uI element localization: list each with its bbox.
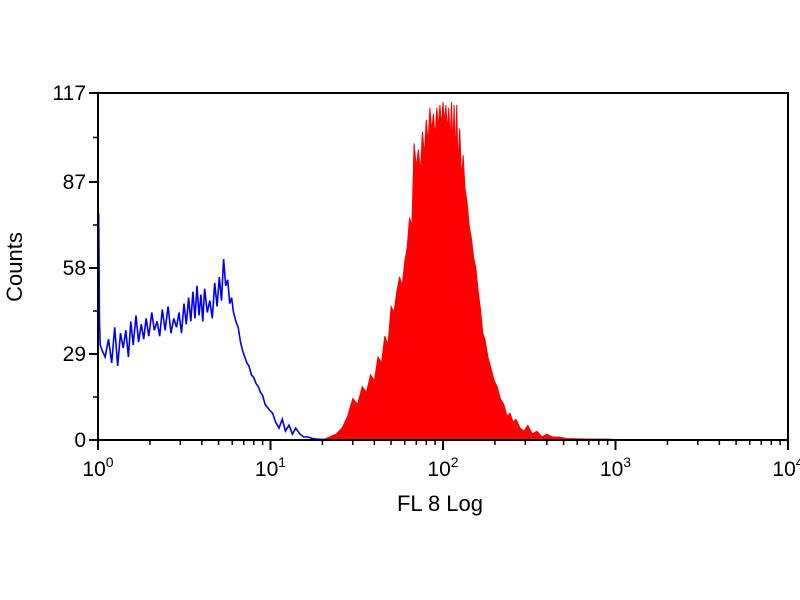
y-tick-label: 0	[74, 429, 86, 452]
x-tick-label: 102	[427, 454, 458, 481]
histogram-series-2-filled	[98, 101, 788, 441]
y-tick-label: 87	[63, 171, 86, 194]
x-tick-label: 101	[255, 454, 286, 481]
histogram-series-1-outline	[97, 211, 788, 441]
x-tick-label: 100	[82, 454, 113, 481]
ticks-layer: 0 29 58 87 117 100 101 102 103 104	[53, 82, 800, 481]
x-tick-label: 104	[772, 454, 800, 481]
y-tick-label: 117	[53, 82, 86, 105]
y-tick-label: 58	[63, 257, 86, 280]
y-axis-label: Counts	[2, 232, 27, 302]
x-axis-label: FL 8 Log	[397, 491, 483, 516]
x-tick-label: 103	[600, 454, 631, 481]
y-tick-label: 29	[63, 343, 86, 366]
series-layer	[97, 101, 788, 441]
